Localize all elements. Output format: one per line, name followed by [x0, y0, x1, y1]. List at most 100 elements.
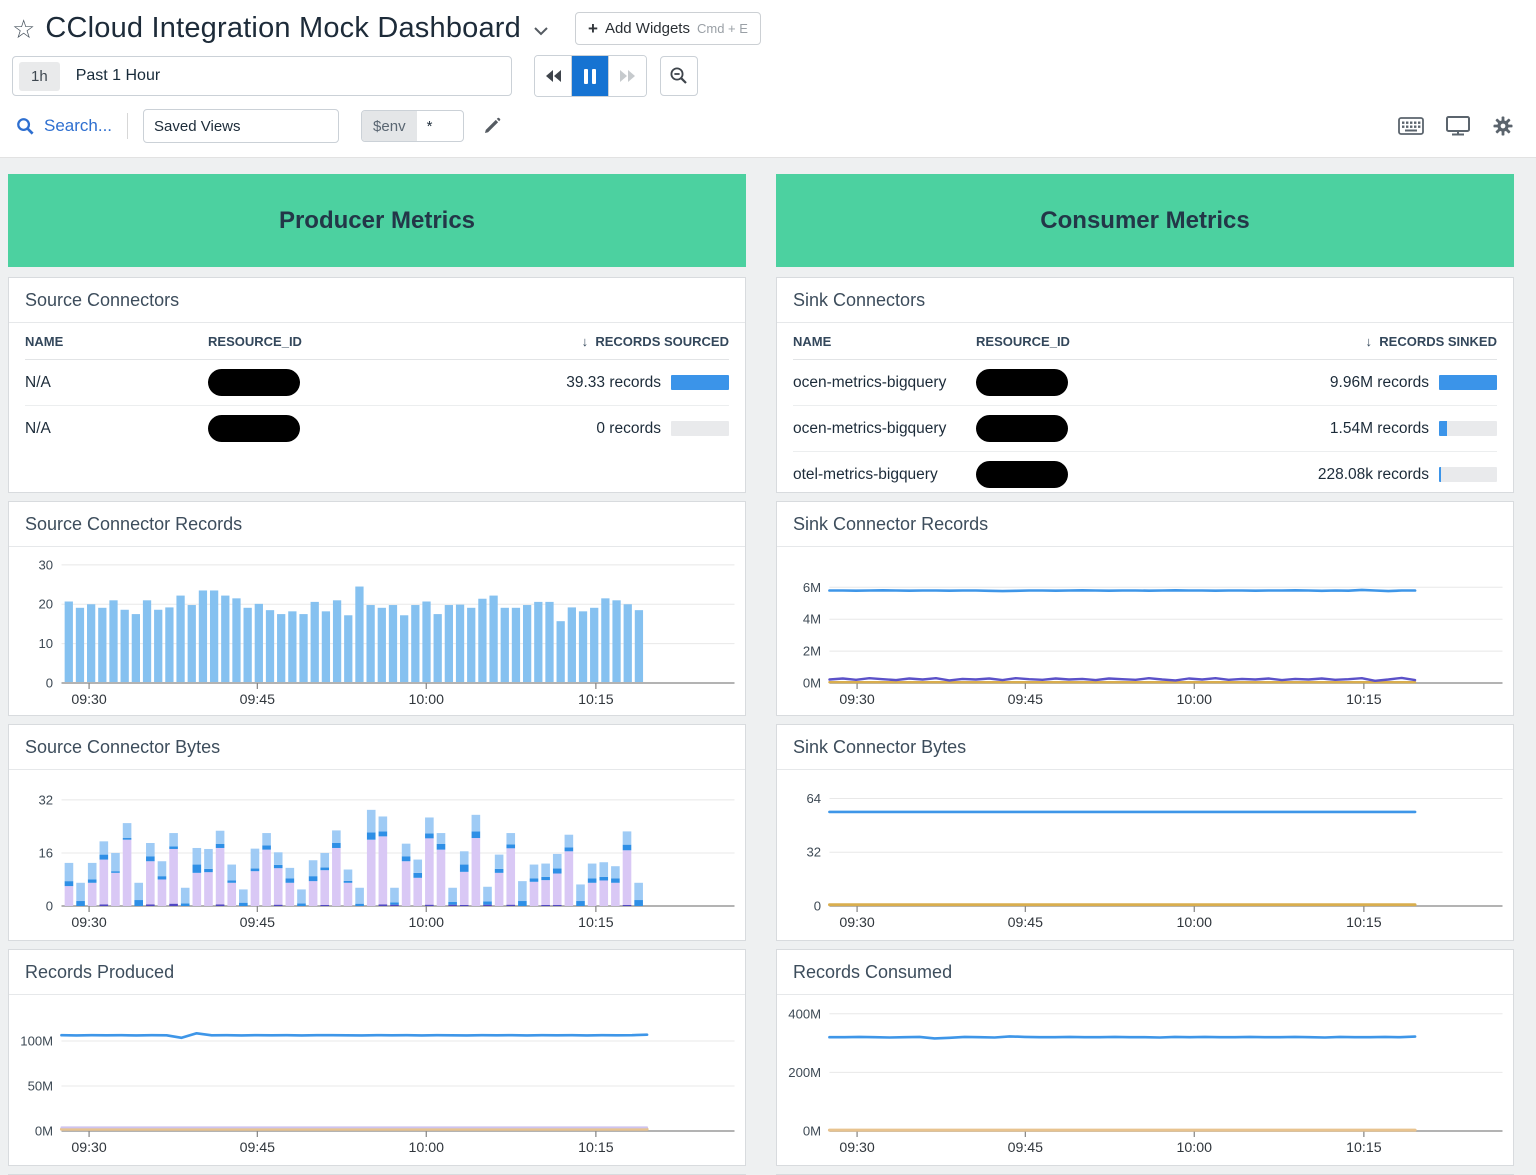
col-sort[interactable]: ↓ RECORDS SOURCED — [469, 334, 730, 349]
plus-icon: + — [588, 20, 598, 37]
template-variable-env[interactable]: $env * — [361, 110, 464, 142]
value-bar-fill — [1439, 467, 1441, 482]
shortcut-hint: Cmd + E — [697, 21, 748, 36]
table-row[interactable]: otel-metrics-bigquery 228.08k records — [793, 452, 1497, 497]
edit-pencil-icon[interactable] — [482, 116, 502, 136]
widget-title: Source Connector Bytes — [9, 725, 745, 770]
svg-text:10:00: 10:00 — [409, 691, 445, 707]
consumer-column: Consumer Metrics Sink Connectors NAMERES… — [776, 174, 1514, 1175]
records-produced-chart[interactable]: 0M50M100M09:3009:4510:0010:15 — [9, 995, 745, 1165]
producer-metrics-banner: Producer Metrics — [8, 174, 746, 267]
saved-views-select[interactable]: Saved Views — [143, 109, 339, 143]
table-row[interactable]: ocen-metrics-bigquery9.96M records — [793, 360, 1497, 406]
record-count: 9.96M records — [1330, 374, 1429, 392]
widget-title: Sink Connector Records — [777, 502, 1513, 547]
col-resource-id[interactable]: RESOURCE_ID — [976, 334, 1236, 349]
source-connector-bytes-chart[interactable]: 0163209:3009:4510:0010:15 — [9, 770, 745, 940]
dashboard-header: ☆ CCloud Integration Mock Dashboard + Ad… — [0, 0, 1536, 158]
record-count: 228.08k records — [1318, 466, 1429, 484]
zoom-out-button[interactable] — [660, 56, 698, 96]
svg-text:20: 20 — [39, 597, 54, 612]
record-count: 39.33 records — [566, 374, 661, 392]
svg-text:10:00: 10:00 — [1177, 914, 1213, 930]
widget-title: Records Consumed — [777, 950, 1513, 995]
pause-icon — [584, 69, 588, 84]
table-header: NAMERESOURCE_ID↓ RECORDS SINKED — [793, 323, 1497, 360]
redacted-resource-id — [976, 415, 1068, 442]
tv-mode-icon[interactable] — [1446, 116, 1470, 136]
sink-connector-records-chart[interactable]: 0M2M4M6M09:3009:4510:0010:15 — [777, 547, 1513, 715]
value-bar-fill — [671, 375, 729, 390]
svg-text:0: 0 — [46, 899, 53, 914]
time-range-badge: 1h — [19, 62, 60, 91]
table-row[interactable]: N/A39.33 records — [25, 360, 729, 406]
time-forward-button[interactable] — [609, 56, 646, 96]
svg-text:10: 10 — [39, 636, 54, 651]
widget-title: Source Connectors — [9, 278, 745, 323]
svg-text:09:30: 09:30 — [839, 691, 875, 707]
svg-text:32: 32 — [807, 845, 822, 860]
sink-connector-bytes-widget: Sink Connector Bytes 0326409:3009:4510:0… — [776, 724, 1514, 941]
search-control[interactable]: Search... — [16, 116, 112, 136]
svg-text:10:00: 10:00 — [1177, 1139, 1213, 1155]
table-row[interactable]: ocen-metrics-bigquery1.54M records — [793, 406, 1497, 452]
col-resource-id[interactable]: RESOURCE_ID — [208, 334, 468, 349]
col-sort[interactable]: ↓ RECORDS SINKED — [1237, 334, 1498, 349]
svg-text:4M: 4M — [803, 612, 821, 627]
source-connector-records-widget: Source Connector Records 010203009:3009:… — [8, 501, 746, 716]
source-connector-records-chart[interactable]: 010203009:3009:4510:0010:15 — [9, 547, 745, 715]
env-var-name: $env — [362, 111, 417, 141]
value-bar — [1439, 467, 1497, 482]
search-label: Search... — [44, 116, 112, 136]
svg-text:0M: 0M — [803, 676, 821, 691]
svg-text:32: 32 — [39, 793, 54, 808]
svg-text:10:00: 10:00 — [409, 914, 445, 930]
svg-text:50M: 50M — [28, 1079, 54, 1094]
svg-text:09:30: 09:30 — [839, 914, 875, 930]
svg-text:2M: 2M — [803, 644, 821, 659]
time-range-picker[interactable]: 1h Past 1 Hour — [12, 56, 512, 96]
svg-text:0: 0 — [46, 676, 53, 691]
record-count: 0 records — [596, 420, 661, 438]
svg-text:64: 64 — [807, 791, 822, 806]
table-row[interactable]: N/A 0 records — [25, 406, 729, 451]
records-produced-widget: Records Produced 0M50M100M09:3009:4510:0… — [8, 949, 746, 1166]
svg-text:10:15: 10:15 — [578, 1139, 614, 1155]
widget-title: Records Produced — [9, 950, 745, 995]
settings-gear-icon[interactable] — [1492, 115, 1514, 137]
pause-button[interactable] — [572, 56, 609, 96]
connector-name: N/A — [25, 420, 208, 438]
svg-text:10:00: 10:00 — [1177, 691, 1213, 707]
time-back-button[interactable] — [535, 56, 572, 96]
records-consumed-chart[interactable]: 0M200M400M09:3009:4510:0010:15 — [777, 995, 1513, 1165]
source-connectors-table: NAMERESOURCE_ID↓ RECORDS SOURCEDN/A39.33… — [9, 323, 745, 451]
sink-connectors-table: NAMERESOURCE_ID↓ RECORDS SINKEDocen-metr… — [777, 323, 1513, 497]
svg-text:200M: 200M — [788, 1065, 821, 1080]
svg-text:400M: 400M — [788, 1007, 821, 1022]
svg-text:100M: 100M — [20, 1034, 53, 1049]
svg-text:09:45: 09:45 — [1008, 1139, 1044, 1155]
value-bar — [1439, 375, 1497, 390]
svg-text:10:15: 10:15 — [1346, 914, 1382, 930]
keyboard-shortcuts-icon[interactable] — [1398, 117, 1424, 135]
source-connectors-widget: Source Connectors NAMERESOURCE_ID↓ RECOR… — [8, 277, 746, 493]
dashboard-page: ☆ CCloud Integration Mock Dashboard + Ad… — [0, 0, 1536, 1175]
chevron-down-icon[interactable] — [533, 23, 549, 41]
value-bar-fill — [1439, 375, 1497, 390]
sort-arrow-icon: ↓ — [582, 334, 589, 349]
sink-connector-records-widget: Sink Connector Records 0M2M4M6M09:3009:4… — [776, 501, 1514, 716]
svg-text:6M: 6M — [803, 580, 821, 595]
svg-text:09:45: 09:45 — [240, 914, 276, 930]
connector-name: otel-metrics-bigquery — [793, 466, 976, 484]
col-name[interactable]: NAME — [25, 334, 208, 349]
add-widgets-button[interactable]: + Add Widgets Cmd + E — [575, 12, 761, 45]
svg-text:10:15: 10:15 — [578, 691, 614, 707]
col-name[interactable]: NAME — [793, 334, 976, 349]
svg-text:0: 0 — [814, 899, 821, 914]
value-bar — [671, 421, 729, 436]
svg-text:09:30: 09:30 — [71, 691, 107, 707]
sink-connector-bytes-chart[interactable]: 0326409:3009:4510:0010:15 — [777, 770, 1513, 940]
favorite-star-icon[interactable]: ☆ — [12, 16, 35, 42]
svg-text:09:45: 09:45 — [240, 691, 276, 707]
svg-text:10:15: 10:15 — [578, 914, 614, 930]
